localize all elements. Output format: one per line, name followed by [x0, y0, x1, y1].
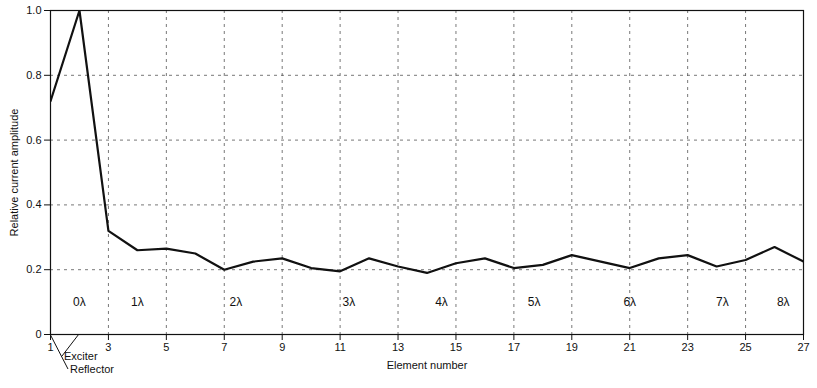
svg-text:23: 23	[682, 341, 694, 353]
svg-text:3: 3	[105, 341, 111, 353]
svg-text:0.4: 0.4	[26, 198, 41, 210]
svg-text:Element number: Element number	[387, 359, 468, 371]
svg-text:27: 27	[797, 341, 809, 353]
svg-text:19: 19	[566, 341, 578, 353]
svg-text:25: 25	[739, 341, 751, 353]
svg-text:15: 15	[450, 341, 462, 353]
svg-text:7λ: 7λ	[716, 295, 729, 309]
svg-text:17: 17	[508, 341, 520, 353]
svg-text:0.2: 0.2	[26, 263, 41, 275]
svg-text:5: 5	[163, 341, 169, 353]
svg-text:4λ: 4λ	[435, 295, 448, 309]
svg-text:3λ: 3λ	[342, 295, 355, 309]
svg-text:8λ: 8λ	[777, 295, 790, 309]
svg-text:9: 9	[279, 341, 285, 353]
svg-text:13: 13	[392, 341, 404, 353]
svg-text:6λ: 6λ	[623, 295, 636, 309]
svg-text:Exciter: Exciter	[64, 350, 98, 362]
svg-text:0: 0	[35, 328, 41, 340]
svg-text:0.6: 0.6	[26, 134, 41, 146]
svg-text:Relative current amplitude: Relative current amplitude	[8, 109, 20, 237]
svg-text:2λ: 2λ	[230, 295, 243, 309]
svg-text:1λ: 1λ	[131, 295, 144, 309]
svg-text:11: 11	[334, 341, 345, 353]
svg-text:21: 21	[624, 341, 636, 353]
svg-text:1: 1	[47, 341, 53, 353]
svg-text:1.0: 1.0	[26, 4, 41, 16]
svg-text:0.8: 0.8	[26, 69, 41, 81]
svg-text:7: 7	[221, 341, 227, 353]
svg-text:Reflector: Reflector	[70, 363, 114, 375]
svg-text:5λ: 5λ	[528, 295, 541, 309]
svg-text:0λ: 0λ	[73, 295, 86, 309]
